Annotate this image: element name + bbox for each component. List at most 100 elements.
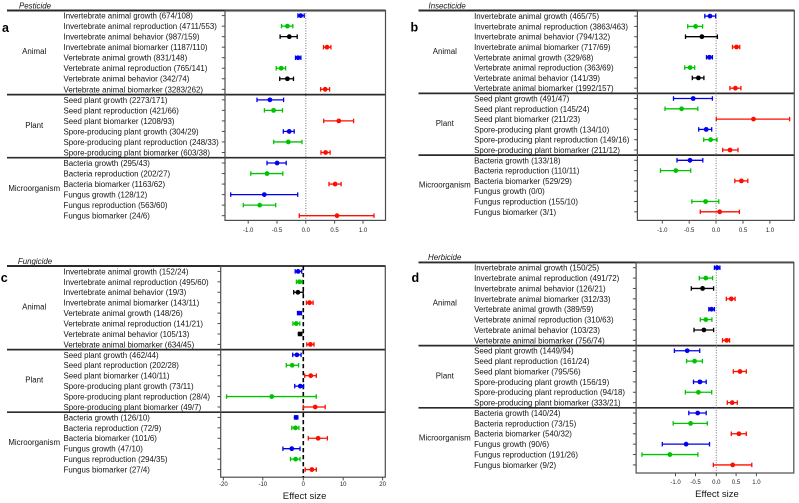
svg-text:Animal: Animal xyxy=(22,303,46,312)
svg-text:Seed plant biomarker (795/56): Seed plant biomarker (795/56) xyxy=(474,367,581,376)
svg-text:Invertebrate animal reproducti: Invertebrate animal reproduction (491/72… xyxy=(474,274,620,283)
svg-text:1.0: 1.0 xyxy=(359,228,368,234)
svg-text:-1.0: -1.0 xyxy=(670,480,681,486)
svg-text:10: 10 xyxy=(340,482,347,488)
svg-text:Vertebrate animal growth (831/: Vertebrate animal growth (831/148) xyxy=(64,54,188,63)
svg-text:Seed plant reproduction (161/2: Seed plant reproduction (161/24) xyxy=(474,357,590,366)
svg-text:Vertebrate animal behavior (14: Vertebrate animal behavior (141/39) xyxy=(474,74,600,83)
svg-text:Bacteria growth (140/24): Bacteria growth (140/24) xyxy=(474,409,561,418)
svg-text:Bacteria growth (126/10): Bacteria growth (126/10) xyxy=(64,413,151,422)
svg-text:Insecticide: Insecticide xyxy=(429,1,467,10)
svg-text:Invertebrate animal behavior (: Invertebrate animal behavior (126/21) xyxy=(474,284,606,293)
svg-text:Vertebrate animal biomarker (7: Vertebrate animal biomarker (756/74) xyxy=(474,336,605,345)
svg-text:Invertebrate animal behavior (: Invertebrate animal behavior (794/132) xyxy=(474,33,610,42)
svg-text:a: a xyxy=(2,21,10,35)
svg-text:Spore-producing plant growth (: Spore-producing plant growth (73/11) xyxy=(64,382,194,391)
svg-text:-20: -20 xyxy=(219,482,228,488)
svg-text:Herbicide: Herbicide xyxy=(428,253,462,262)
svg-text:Spore-producing plant growth (: Spore-producing plant growth (156/19) xyxy=(474,378,609,387)
svg-text:-0.5: -0.5 xyxy=(684,228,695,234)
svg-text:Seed plant biomarker (1208/93): Seed plant biomarker (1208/93) xyxy=(64,117,175,126)
svg-text:0.0: 0.0 xyxy=(302,228,311,234)
svg-text:d: d xyxy=(412,271,420,285)
svg-text:Plant: Plant xyxy=(436,371,455,380)
svg-text:c: c xyxy=(1,271,8,285)
svg-text:Spore-producing plant biomarke: Spore-producing plant biomarker (603/38) xyxy=(64,148,211,157)
svg-text:Invertebrate animal biomarker: Invertebrate animal biomarker (312/33) xyxy=(474,295,611,304)
svg-text:Fungus reproduction (155/10): Fungus reproduction (155/10) xyxy=(474,197,578,206)
svg-text:Fungus growth (47/10): Fungus growth (47/10) xyxy=(64,445,144,454)
svg-text:Vertebrate animal biomarker (1: Vertebrate animal biomarker (1992/157) xyxy=(474,84,614,93)
svg-text:b: b xyxy=(411,21,419,35)
svg-text:Vertebrate animal growth (148/: Vertebrate animal growth (148/26) xyxy=(64,309,184,318)
svg-text:Seed plant growth (491/47): Seed plant growth (491/47) xyxy=(474,94,570,103)
svg-text:-1.0: -1.0 xyxy=(243,228,254,234)
svg-text:Spore-producing plant growth (: Spore-producing plant growth (134/10) xyxy=(474,125,609,134)
svg-text:Animal: Animal xyxy=(433,299,457,308)
svg-text:0.5: 0.5 xyxy=(330,228,339,234)
svg-text:-1.0: -1.0 xyxy=(657,228,668,234)
svg-text:Seed plant growth (1449/94): Seed plant growth (1449/94) xyxy=(474,347,574,356)
svg-text:-0.5: -0.5 xyxy=(690,480,701,486)
svg-text:Microorganism: Microorganism xyxy=(419,434,471,443)
svg-text:Seed plant reproduction (421/6: Seed plant reproduction (421/66) xyxy=(64,106,180,115)
svg-text:Seed plant reproduction (202/2: Seed plant reproduction (202/28) xyxy=(64,361,180,370)
svg-text:Spore-producing plant reproduc: Spore-producing plant reproduction (149/… xyxy=(474,136,630,145)
svg-text:Fungicide: Fungicide xyxy=(18,257,53,266)
svg-text:Fungus growth (128/12): Fungus growth (128/12) xyxy=(64,191,148,200)
svg-text:Fungus biomarker (24/6): Fungus biomarker (24/6) xyxy=(64,212,151,221)
svg-text:Seed plant reproduction (145/2: Seed plant reproduction (145/24) xyxy=(474,105,590,114)
svg-text:Fungus biomarker (9/2): Fungus biomarker (9/2) xyxy=(474,461,556,470)
svg-text:Fungus growth (0/0): Fungus growth (0/0) xyxy=(474,187,545,196)
svg-text:Plant: Plant xyxy=(25,121,44,130)
svg-text:Spore-producing plant reproduc: Spore-producing plant reproduction (248/… xyxy=(64,138,220,147)
svg-text:Animal: Animal xyxy=(22,47,46,56)
svg-text:0.5: 0.5 xyxy=(739,228,748,234)
svg-text:Vertebrate animal growth (329/: Vertebrate animal growth (329/68) xyxy=(474,53,594,62)
svg-text:Plant: Plant xyxy=(25,376,44,385)
svg-text:Spore-producing plant biomarke: Spore-producing plant biomarker (211/12) xyxy=(474,146,620,155)
svg-text:Bacteria biomarker (101/6): Bacteria biomarker (101/6) xyxy=(64,434,158,443)
svg-text:Spore-producing plant biomarke: Spore-producing plant biomarker (333/21) xyxy=(474,399,621,408)
svg-text:Invertebrate animal biomarker: Invertebrate animal biomarker (143/11) xyxy=(64,299,200,308)
svg-text:Vertebrate animal biomarker (6: Vertebrate animal biomarker (634/45) xyxy=(64,340,195,349)
svg-text:Invertebrate animal biomarker: Invertebrate animal biomarker (717/69) xyxy=(474,43,611,52)
svg-text:Fungus biomarker (3/1): Fungus biomarker (3/1) xyxy=(474,208,556,217)
svg-text:Spore-producing plant reproduc: Spore-producing plant reproduction (94/1… xyxy=(474,388,625,397)
svg-text:Fungus reproduction (191/26): Fungus reproduction (191/26) xyxy=(474,450,578,459)
svg-text:1.0: 1.0 xyxy=(752,480,761,486)
svg-text:Fungus reproduction (294/35): Fungus reproduction (294/35) xyxy=(64,455,168,464)
svg-text:Effect size: Effect size xyxy=(695,489,739,500)
svg-text:0.5: 0.5 xyxy=(732,480,741,486)
svg-text:Invertebrate animal growth (67: Invertebrate animal growth (674/108) xyxy=(64,12,194,21)
svg-text:Invertebrate animal behavior (: Invertebrate animal behavior (19/3) xyxy=(64,288,187,297)
svg-text:Vertebrate animal behavior (34: Vertebrate animal behavior (342/74) xyxy=(64,75,190,84)
svg-text:Fungus biomarker (27/4): Fungus biomarker (27/4) xyxy=(64,466,151,475)
svg-text:Microorganism: Microorganism xyxy=(8,184,60,193)
svg-text:Seed plant biomarker (140/11): Seed plant biomarker (140/11) xyxy=(64,372,170,381)
svg-text:Effect size: Effect size xyxy=(283,491,327,502)
svg-text:Invertebrate animal growth (15: Invertebrate animal growth (152/24) xyxy=(64,267,189,276)
svg-text:Vertebrate animal reproduction: Vertebrate animal reproduction (765/141) xyxy=(64,64,208,73)
svg-text:Spore-producing plant biomarke: Spore-producing plant biomarker (49/7) xyxy=(64,403,202,412)
svg-text:Vertebrate animal behavior (10: Vertebrate animal behavior (103/23) xyxy=(474,326,600,335)
svg-text:Seed plant growth (462/44): Seed plant growth (462/44) xyxy=(64,351,160,360)
svg-text:Pesticide: Pesticide xyxy=(19,1,52,10)
svg-text:Microorganism: Microorganism xyxy=(8,438,60,447)
svg-text:Bacteria growth (133/18): Bacteria growth (133/18) xyxy=(474,156,561,165)
svg-text:Vertebrate animal reproduction: Vertebrate animal reproduction (141/21) xyxy=(64,320,204,329)
svg-text:0: 0 xyxy=(302,482,306,488)
svg-text:Invertebrate animal reproducti: Invertebrate animal reproduction (3863/4… xyxy=(474,22,628,31)
svg-text:Seed plant growth (2273/171): Seed plant growth (2273/171) xyxy=(64,96,168,105)
svg-text:Invertebrate animal growth (15: Invertebrate animal growth (150/25) xyxy=(474,264,599,273)
svg-text:Vertebrate animal reproduction: Vertebrate animal reproduction (310/63) xyxy=(474,316,614,325)
svg-text:Bacteria reproduction (72/9): Bacteria reproduction (72/9) xyxy=(64,424,162,433)
svg-text:Spore-producing plant growth (: Spore-producing plant growth (304/29) xyxy=(64,127,199,136)
svg-text:Bacteria reproduction (110/11): Bacteria reproduction (110/11) xyxy=(474,167,580,176)
svg-text:Vertebrate animal behavior (10: Vertebrate animal behavior (105/13) xyxy=(64,330,190,339)
svg-text:Invertebrate animal reproducti: Invertebrate animal reproduction (495/60… xyxy=(64,278,210,287)
svg-text:Fungus growth (90/6): Fungus growth (90/6) xyxy=(474,440,549,449)
svg-text:Animal: Animal xyxy=(433,47,457,56)
svg-text:Invertebrate animal reproducti: Invertebrate animal reproduction (4711/5… xyxy=(64,22,218,31)
svg-text:-10: -10 xyxy=(258,482,267,488)
